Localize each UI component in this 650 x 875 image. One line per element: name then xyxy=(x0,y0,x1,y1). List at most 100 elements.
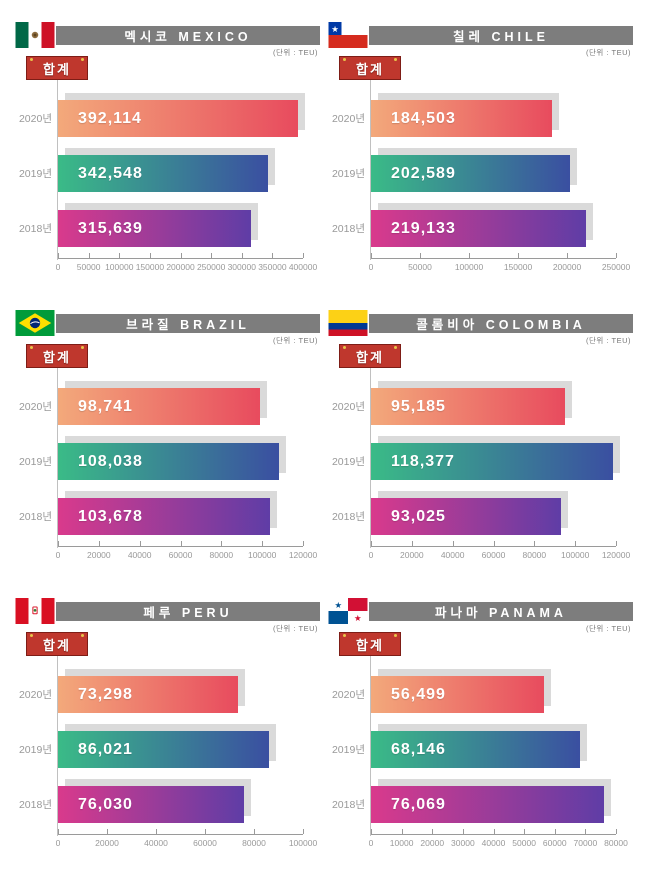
x-axis-tick-label: 70000 xyxy=(573,838,598,848)
value-bar-2019: 118,377 xyxy=(371,443,613,480)
chart-panel-panama: ★ ★ 파나마 PANAMA (단위 : TEU) 합계 2020년 56,499 2… xyxy=(327,596,633,868)
year-label: 2020년 xyxy=(331,688,365,701)
y-axis-line xyxy=(370,80,371,260)
panel-header: 브라질 BRAZIL xyxy=(14,308,320,336)
x-axis-tick-label: 50000 xyxy=(512,838,536,848)
bar-value-label: 86,021 xyxy=(78,740,133,758)
value-bar-2019: 108,038 xyxy=(58,443,279,480)
x-axis-tick-label: 20000 xyxy=(420,838,445,848)
bar-value-label: 93,025 xyxy=(391,507,446,525)
x-axis-tick-label: 100000 xyxy=(560,550,590,560)
y-axis-line xyxy=(57,80,58,260)
total-badge: 합계 xyxy=(26,344,88,368)
x-axis-tick xyxy=(303,541,304,546)
charts-grid: 멕시코 MEXICO (단위 : TEU) 합계 2020년 392,114 201… xyxy=(14,20,650,868)
panel-header: 페루 PERU xyxy=(14,596,320,624)
total-badge-label: 합계 xyxy=(43,637,71,653)
bar-value-label: 392,114 xyxy=(78,109,142,127)
year-label: 2018년 xyxy=(331,798,365,811)
x-axis-tick xyxy=(262,541,264,546)
bar-value-label: 202,589 xyxy=(391,164,456,182)
value-bar-2018: 76,069 xyxy=(371,786,604,823)
year-label: 2020년 xyxy=(18,400,52,413)
x-axis-tick-label: 60000 xyxy=(168,550,193,560)
y-axis-line xyxy=(370,656,371,836)
x-axis-tick-label: 150000 xyxy=(135,262,165,272)
x-axis-tick xyxy=(616,829,617,834)
x-axis-tick xyxy=(88,253,90,258)
title-bar: 콜롬비아 COLOMBIA xyxy=(369,314,633,333)
x-axis-tick xyxy=(554,829,556,834)
x-axis-tick-label: 200000 xyxy=(552,262,582,272)
x-axis-tick-label: 40000 xyxy=(440,550,465,560)
total-badge-label: 합계 xyxy=(43,349,71,365)
svg-text:★: ★ xyxy=(354,613,362,623)
panel-header: ★ ★ 파나마 PANAMA xyxy=(327,596,633,624)
x-axis-tick xyxy=(401,829,403,834)
colombia-flag-icon xyxy=(327,310,369,336)
value-bar-2020: 184,503 xyxy=(371,100,552,137)
value-bar-2018: 315,639 xyxy=(58,210,251,247)
x-axis-tick-label: 10000 xyxy=(389,838,414,848)
year-label: 2020년 xyxy=(18,112,52,125)
year-label: 2019년 xyxy=(331,455,365,468)
x-axis-tick xyxy=(518,253,519,258)
x-axis-tick xyxy=(469,253,470,258)
bar-value-label: 184,503 xyxy=(391,109,456,127)
bar-value-label: 103,678 xyxy=(78,507,143,525)
year-label: 2018년 xyxy=(331,222,365,235)
value-bar-2018: 93,025 xyxy=(371,498,561,535)
value-bar-2020: 95,185 xyxy=(371,388,565,425)
bar-value-label: 98,741 xyxy=(78,397,133,415)
x-axis-baseline xyxy=(58,258,303,259)
x-axis-tick xyxy=(420,253,421,258)
total-badge: 합계 xyxy=(339,632,401,656)
title-bar: 페루 PERU xyxy=(56,602,320,621)
x-axis-tick xyxy=(254,829,255,834)
x-axis-tick-label: 80000 xyxy=(522,550,547,560)
panama-flag-icon: ★ ★ xyxy=(327,598,369,624)
brazil-flag-icon xyxy=(14,310,56,336)
x-axis-tick xyxy=(493,829,495,834)
x-axis-tick-label: 40000 xyxy=(481,838,506,848)
value-bar-2020: 392,114 xyxy=(58,100,298,137)
country-title: 콜롬비아 COLOMBIA xyxy=(416,318,586,332)
x-axis-tick-label: 120000 xyxy=(601,550,631,560)
x-axis-tick xyxy=(272,253,274,258)
x-axis-tick xyxy=(534,541,536,546)
x-axis-tick xyxy=(524,829,526,834)
x-axis-tick xyxy=(58,541,59,546)
unit-label: (단위 : TEU) xyxy=(272,48,318,57)
title-bar: 칠레 CHILE xyxy=(369,26,633,45)
chile-flag-icon: ★ xyxy=(327,22,369,48)
svg-text:★: ★ xyxy=(334,600,342,610)
x-axis-tick xyxy=(139,541,141,546)
x-axis-tick xyxy=(221,541,223,546)
x-axis-tick xyxy=(575,541,577,546)
x-axis-baseline xyxy=(371,834,616,835)
x-axis-tick xyxy=(493,541,495,546)
chart-panel-colombia: 콜롬비아 COLOMBIA (단위 : TEU) 합계 2020년 95,185 2… xyxy=(327,308,633,580)
x-axis-tick-label: 50000 xyxy=(76,262,101,272)
x-axis-tick-label: 0 xyxy=(55,838,61,848)
x-axis-tick-label: 300000 xyxy=(227,262,256,272)
x-axis-tick-label: 200000 xyxy=(166,262,195,272)
x-axis-tick xyxy=(58,829,59,834)
title-bar: 파나마 PANAMA xyxy=(369,602,633,621)
x-axis-tick xyxy=(211,253,213,258)
title-bar: 브라질 BRAZIL xyxy=(56,314,320,333)
x-axis-tick-label: 80000 xyxy=(209,550,234,560)
x-axis-tick-label: 60000 xyxy=(193,838,217,848)
x-axis-tick xyxy=(107,829,108,834)
panel-header: 콜롬비아 COLOMBIA xyxy=(327,308,633,336)
total-badge: 합계 xyxy=(339,344,401,368)
x-axis-tick-label: 30000 xyxy=(451,838,475,848)
x-axis-baseline xyxy=(371,258,616,259)
x-axis-tick xyxy=(303,829,304,834)
x-axis-tick-label: 150000 xyxy=(503,262,533,272)
x-axis-tick xyxy=(58,253,59,258)
year-label: 2019년 xyxy=(18,455,52,468)
value-bar-2018: 103,678 xyxy=(58,498,270,535)
country-title: 페루 PERU xyxy=(143,606,233,620)
